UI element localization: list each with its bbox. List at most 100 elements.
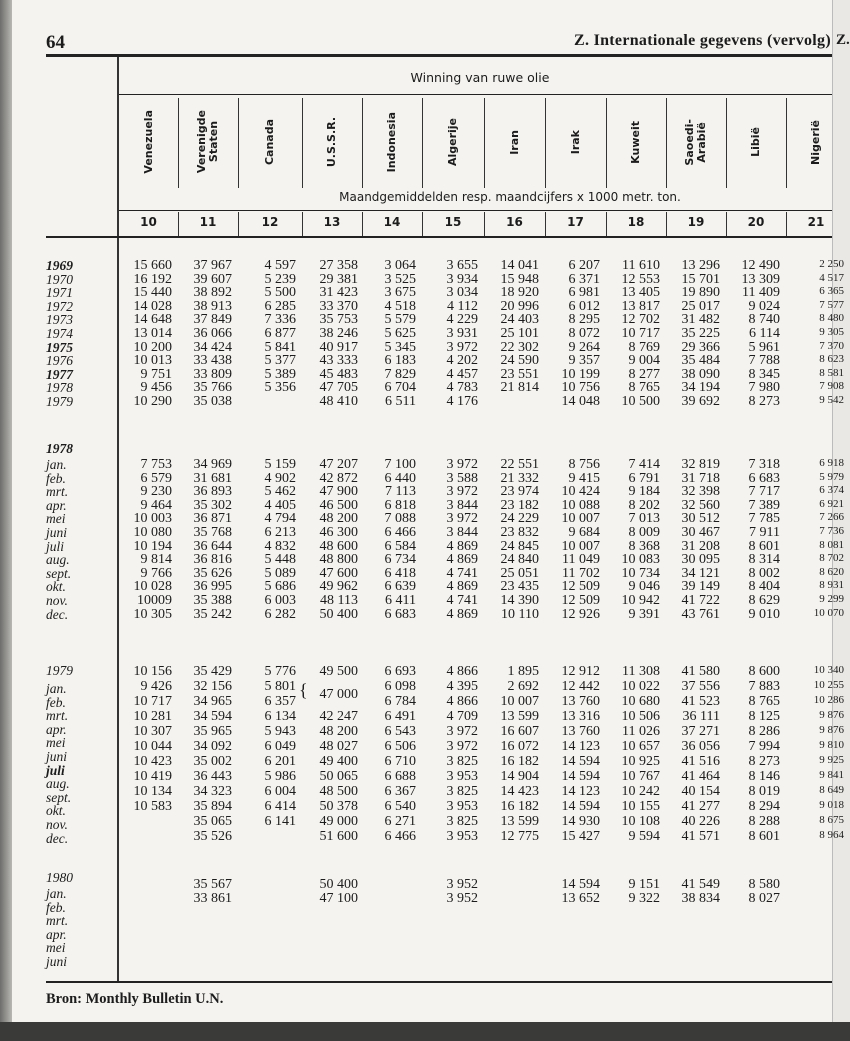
column-divider: [178, 98, 179, 188]
row-label: 1971: [46, 285, 73, 301]
table-cell: 8 931: [819, 579, 844, 592]
table-cell: 3 825: [446, 754, 479, 769]
table-cell: 36 871: [193, 511, 233, 527]
table-cell: 38 892: [193, 285, 233, 301]
table-cell: 6 440: [384, 470, 417, 486]
table-cell: 6 584: [384, 538, 417, 554]
table-cell: 10 200: [133, 339, 173, 355]
table-cell: 4 741: [446, 593, 479, 608]
column-name: Saoedi- Arabië: [683, 118, 708, 166]
table-cell: 36 443: [193, 769, 233, 784]
table-cell: 47 207: [319, 457, 359, 472]
table-cell: 50 378: [319, 799, 359, 814]
table-cell: 5 625: [384, 326, 417, 341]
table-cell: 10 194: [133, 538, 173, 554]
table-cell: 7 717: [748, 484, 781, 500]
table-cell: 9 426: [140, 679, 173, 694]
row-label: aug.: [46, 552, 70, 568]
table-cell: 8 314: [748, 552, 781, 568]
source-note: Bron: Monthly Bulletin U.N.: [46, 991, 224, 1007]
table-cell: 34 594: [193, 709, 233, 724]
table-cell: 23 182: [500, 497, 540, 513]
table-cell: 8 072: [568, 326, 601, 341]
table-cell: 42 872: [319, 470, 359, 486]
table-cell: 41 523: [681, 694, 721, 709]
table-cell: 7 013: [628, 511, 661, 527]
table-cell: 36 893: [193, 484, 233, 500]
column-number: 15: [444, 215, 462, 229]
column-divider: [238, 212, 239, 236]
table-cell: 4 597: [264, 258, 297, 273]
table-cell: 6 981: [568, 285, 601, 301]
table-cell: 7 980: [748, 380, 781, 396]
table-cell: 3 972: [446, 484, 479, 500]
table-cell: 8 368: [628, 538, 661, 554]
table-cell: 11 409: [742, 285, 780, 301]
column-divider: [666, 98, 667, 188]
table-cell: 7 100: [384, 457, 417, 472]
table-cell: 14 904: [500, 769, 540, 784]
table-cell: 12 442: [561, 679, 601, 694]
table-cell: 35 766: [193, 380, 233, 396]
table-cell: 31 208: [681, 538, 721, 554]
row-label: 1977: [46, 366, 73, 382]
table-cell: 9 542: [819, 394, 844, 406]
table-cell: 12 912: [561, 664, 601, 679]
table-cell: 35 894: [193, 799, 233, 814]
table-cell: 4 176: [446, 394, 479, 409]
table-cell: 13 014: [133, 326, 173, 341]
table-cell: 35 526: [193, 829, 233, 844]
table-cell: 36 056: [681, 739, 721, 754]
table-cell: 9 322: [628, 891, 661, 906]
table-cell: 10 080: [133, 525, 173, 540]
table-cell: 39 149: [681, 579, 721, 595]
row-label: jan.: [46, 681, 67, 696]
row-label: juli: [46, 538, 65, 554]
table-cell: 36 111: [682, 709, 720, 724]
table-cell: 7 318: [748, 457, 781, 472]
table-cell: 48 500: [319, 784, 359, 799]
table-cell: 6 213: [264, 525, 297, 540]
table-cell: 6 134: [264, 709, 297, 724]
column-header: Canada: [238, 98, 302, 186]
table-cell: 9 357: [568, 353, 601, 369]
column-divider: [545, 212, 546, 236]
table-cell: 6 049: [264, 739, 297, 754]
table-cell: 33 438: [193, 353, 233, 369]
table-cell: 7 911: [749, 525, 780, 540]
table-cell: 35 768: [193, 525, 233, 540]
table-cell: 10 717: [621, 326, 661, 341]
row-label: aug.: [46, 776, 70, 792]
table-cell: 34 965: [193, 694, 233, 709]
table-cell: 23 974: [500, 484, 540, 500]
column-number: 19: [687, 215, 705, 229]
table-cell: 3 972: [446, 724, 479, 739]
table-cell: 5 943: [264, 724, 297, 739]
table-cell: 11 702: [562, 565, 600, 581]
table-cell: 9 024: [748, 298, 781, 314]
table-cell: 10 083: [621, 552, 661, 568]
table-cell: 13 599: [500, 709, 540, 724]
table-cell: 5 500: [264, 285, 297, 301]
row-label: mei: [46, 735, 66, 751]
page-bottom-shadow: [0, 1022, 850, 1041]
table-cell: 12 509: [561, 593, 601, 608]
table-cell: 10 044: [133, 739, 173, 754]
table-cell: 13 652: [561, 891, 601, 906]
block-year-label: 1980: [46, 870, 73, 885]
table-cell: 8 601: [748, 829, 781, 844]
table-cell: 8 480: [819, 312, 844, 325]
table-cell: 6 201: [264, 754, 297, 769]
table-cell: 4 869: [446, 579, 479, 595]
table-cell: 40 154: [681, 784, 721, 799]
row-label: feb.: [46, 694, 66, 710]
table-cell: 4 709: [446, 709, 479, 724]
table-cell: 4 202: [446, 353, 479, 369]
table-cell: 43 761: [681, 606, 721, 622]
table-cell: 10 242: [621, 784, 661, 799]
column-divider: [362, 98, 363, 188]
table-cell: 14 648: [133, 312, 173, 328]
table-cell: 35 626: [193, 565, 233, 581]
table-cell: 6 367: [384, 784, 417, 799]
table-cell: 3 064: [384, 258, 417, 273]
